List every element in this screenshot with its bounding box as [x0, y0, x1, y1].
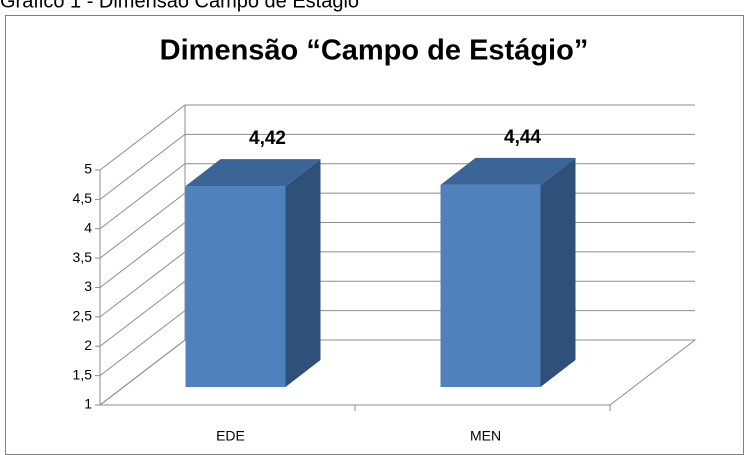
- x-tick-label: MEN: [470, 428, 501, 444]
- value-label: 4,44: [504, 127, 541, 148]
- bar: [185, 186, 286, 387]
- chart-frame: [5, 15, 744, 455]
- y-tick-label: 2: [84, 337, 92, 353]
- y-tick-label: 5: [84, 161, 92, 177]
- y-tick-label: 1,5: [73, 366, 93, 382]
- chart-title: Dimensão “Campo de Estágio”: [160, 35, 589, 67]
- bar: [440, 184, 541, 387]
- x-tick-label: EDE: [216, 428, 245, 444]
- y-tick-label: 4,5: [73, 190, 93, 206]
- bar-top: [185, 159, 321, 187]
- bar-side: [540, 157, 576, 387]
- y-tick-label: 3: [84, 278, 92, 294]
- grid-line: [99, 104, 695, 171]
- y-tick-label: 3,5: [73, 249, 93, 265]
- y-tick-label: 4: [84, 219, 92, 235]
- y-tick-label: 1: [84, 396, 92, 412]
- caption: Gráfico 1 - Dimensão Campo de Estágio: [0, 0, 359, 12]
- grid-line: [99, 133, 695, 200]
- bar-top: [440, 157, 576, 185]
- bar-side: [285, 159, 321, 387]
- value-label: 4,42: [249, 128, 286, 149]
- y-tick-label: 2,5: [73, 308, 93, 324]
